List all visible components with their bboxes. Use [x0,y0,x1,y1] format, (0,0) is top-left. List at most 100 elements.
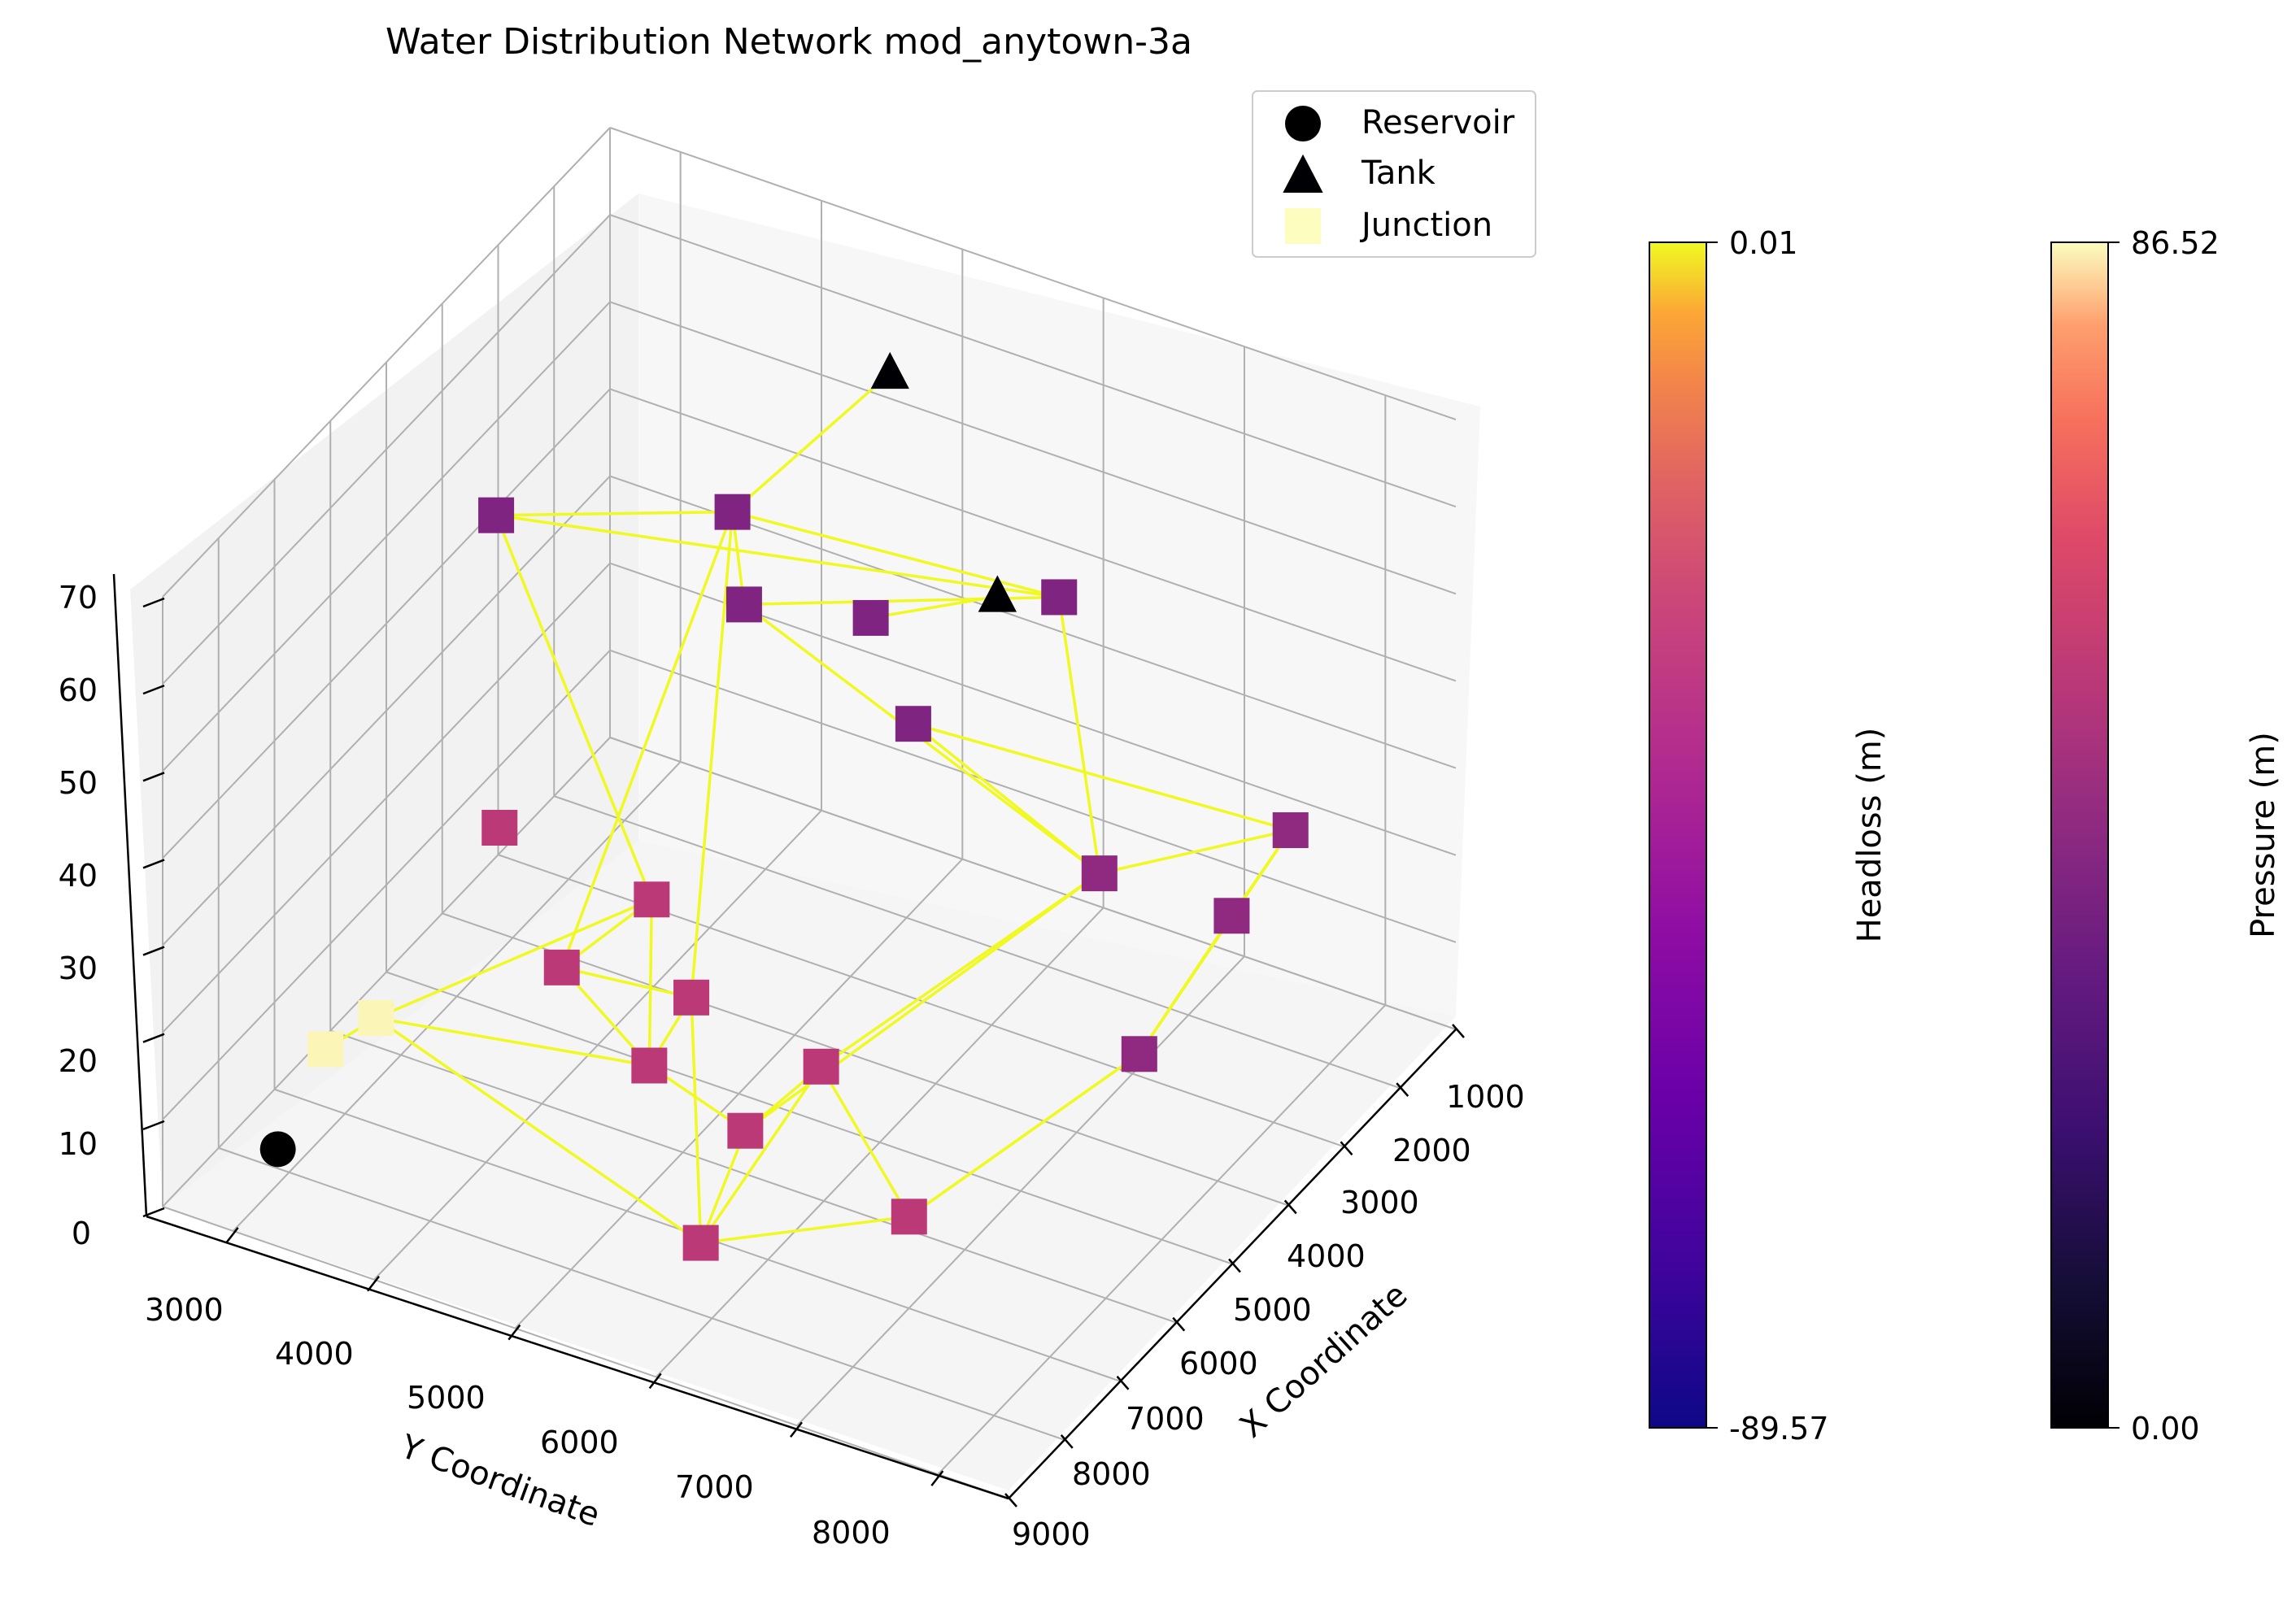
legend-tank-marker [1283,154,1323,193]
tank-node [870,351,909,389]
y-tick-label: 3000 [145,1292,224,1328]
x-tick [1060,1434,1074,1449]
junction-node [631,1047,668,1084]
grid-line-y-floor [796,955,1245,1426]
pipe-link [732,510,1060,599]
pipe-link [820,1065,911,1218]
grid-line-y-floor [937,1004,1387,1475]
pipe-link [690,997,703,1243]
x-tick [1228,1258,1241,1273]
x-tick [1283,1199,1297,1215]
pipe-link [1099,829,1292,875]
x-tick-label: 5000 [1233,1292,1312,1328]
z-tick-label: 0 [72,1216,91,1251]
y-tick-label: 5000 [407,1380,486,1416]
pipe-link [699,1130,747,1244]
junction-node [725,586,762,623]
z-tick [142,684,165,695]
y-tick-label: 7000 [675,1469,754,1505]
junction-node [1272,812,1309,849]
pressure-max-label: 86.52 [2131,225,2220,261]
pipe-link [494,515,653,900]
reservoir-node [259,1131,296,1168]
junction-node [673,979,710,1016]
pipe-link [731,372,891,513]
x-tick-label: 1000 [1446,1079,1525,1115]
grid-line-z-left-wall [162,214,611,685]
y-tick [508,1324,521,1341]
grid-line-x-floor [386,971,1233,1265]
pipe-link [560,511,734,968]
x-tick-label: 9000 [1012,1516,1091,1552]
network-nodes [259,351,1309,1261]
pressure-min-label: 0.00 [2131,1411,2200,1447]
pressure-colorbar-label: Pressure (m) [2245,732,2282,938]
grid-line-z-left-wall [162,737,611,1207]
junction-node [803,1048,839,1085]
z-tick [142,1120,165,1131]
grid-line-z-right-wall [609,301,1457,595]
legend-box [1252,90,1536,258]
y-tick [790,1421,803,1438]
x-tick-label: 6000 [1179,1346,1258,1381]
headloss-colorbar: 0.01 -89.57 Headloss (m) [1649,225,1889,1447]
z-tick-labels: 70 60 50 40 30 20 10 0 [59,580,98,1251]
y-axis-line [146,1215,1009,1500]
x-tick [1452,1024,1465,1038]
junction-node [727,1112,764,1149]
grid-line-y-floor [514,858,964,1329]
pipe-link [495,513,1060,599]
tank-node [978,575,1017,612]
grid-line-z-left-wall [162,388,611,859]
pipe-link [913,722,1292,832]
grid-line-z-left-wall [162,127,611,598]
grid-line-z-right-wall [609,737,1457,1030]
back-left-pane [130,194,638,1207]
axis-ticks [142,597,1465,1507]
pipe-link [912,722,1100,875]
junction-node [478,497,515,533]
pipe-link [1057,597,1101,874]
grid-line-x-floor [162,1206,1009,1499]
junction-node [358,1000,394,1037]
x-tick-label: 3000 [1340,1185,1419,1220]
grid-line-z-right-wall [609,127,1457,420]
y-tick-label: 8000 [812,1515,891,1551]
grid-line-z-right-wall [609,475,1457,769]
pipe-link [700,1215,910,1245]
pipe-link [699,1065,823,1244]
z-tick-label: 70 [59,580,98,616]
x-tick-labels: 1000 2000 3000 4000 5000 6000 7000 8000 … [1012,1079,1525,1552]
legend-reservoir-label: Reservoir [1361,104,1515,141]
grid-line-z-right-wall [609,388,1457,682]
junction-node [895,706,931,742]
chart-title: Water Distribution Network mod_anytown-3… [386,21,1192,63]
z-tick [142,1033,165,1043]
y-tick-label: 4000 [275,1336,354,1372]
grid-line-z-left-wall [162,650,611,1120]
x-tick-label: 8000 [1072,1456,1151,1492]
x-tick-label: 2000 [1392,1133,1471,1168]
x-tick [1116,1375,1130,1390]
junction-node [481,809,518,846]
grid-line-x-floor [553,795,1401,1090]
junction-node [307,1031,344,1068]
pressure-colorbar: 86.52 0.00 Pressure (m) [2050,225,2282,1447]
junction-node [1081,855,1118,892]
pipe-link [908,1052,1140,1218]
y-tick [930,1470,944,1486]
pipe-link [561,966,692,999]
z-tick-label: 60 [59,672,98,708]
z-tick-label: 40 [59,858,98,894]
legend-tank-label: Tank [1361,154,1436,192]
pipe-link [496,510,733,517]
junction-node [891,1199,927,1235]
z-axis-line [112,573,148,1217]
y-tick-label: 6000 [540,1425,619,1460]
grid-line-z-left-wall [162,301,611,772]
pipe-link [690,511,734,998]
legend-junction-label: Junction [1359,207,1492,244]
grid-line-x-floor [329,1029,1177,1324]
x-tick [1396,1082,1409,1097]
